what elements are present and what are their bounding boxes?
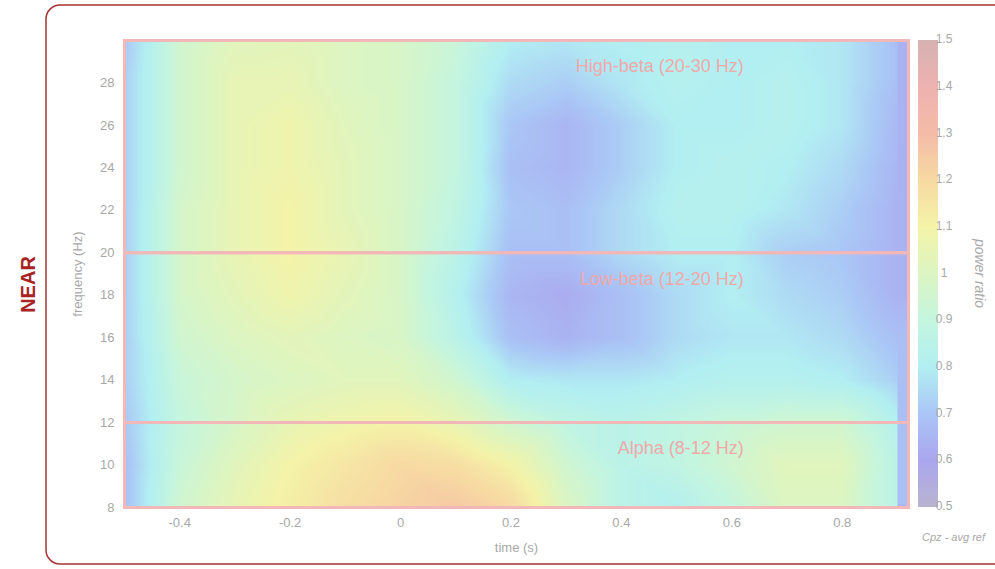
svg-text:18: 18 [100,287,114,302]
svg-text:-0.2: -0.2 [279,515,301,530]
svg-text:0.6: 0.6 [723,515,741,530]
svg-text:12: 12 [100,415,114,430]
svg-text:1.3: 1.3 [936,126,953,140]
svg-text:1.1: 1.1 [936,219,953,233]
svg-text:Low-beta (12-20 Hz): Low-beta (12-20 Hz) [580,269,744,289]
svg-text:0.8: 0.8 [833,515,851,530]
svg-text:8: 8 [107,500,114,515]
svg-text:20: 20 [100,245,114,260]
svg-text:power ratio: power ratio [972,238,988,308]
svg-text:28: 28 [100,75,114,90]
svg-text:16: 16 [100,330,114,345]
svg-text:24: 24 [100,160,114,175]
svg-text:1: 1 [941,266,948,280]
svg-text:Cpz - avg ref: Cpz - avg ref [922,531,986,543]
svg-text:Alpha (8-12 Hz): Alpha (8-12 Hz) [618,438,744,458]
svg-text:0.5: 0.5 [936,499,953,513]
svg-text:1.4: 1.4 [936,79,953,93]
svg-text:0.8: 0.8 [936,359,953,373]
svg-text:-0.4: -0.4 [169,515,191,530]
svg-text:14: 14 [100,372,114,387]
svg-text:0: 0 [397,515,404,530]
svg-text:High-beta (20-30 Hz): High-beta (20-30 Hz) [576,56,744,76]
svg-text:0.2: 0.2 [502,515,520,530]
svg-text:1.2: 1.2 [936,172,953,186]
svg-text:1.5: 1.5 [936,32,953,46]
svg-text:22: 22 [100,202,114,217]
svg-text:10: 10 [100,457,114,472]
svg-text:0.4: 0.4 [612,515,630,530]
svg-text:time (s): time (s) [495,540,538,555]
svg-text:0.9: 0.9 [936,312,953,326]
svg-text:frequency (Hz): frequency (Hz) [70,231,85,316]
svg-text:0.7: 0.7 [936,406,953,420]
svg-text:26: 26 [100,118,114,133]
svg-text:0.6: 0.6 [936,452,953,466]
svg-text:NEAR: NEAR [17,256,39,313]
